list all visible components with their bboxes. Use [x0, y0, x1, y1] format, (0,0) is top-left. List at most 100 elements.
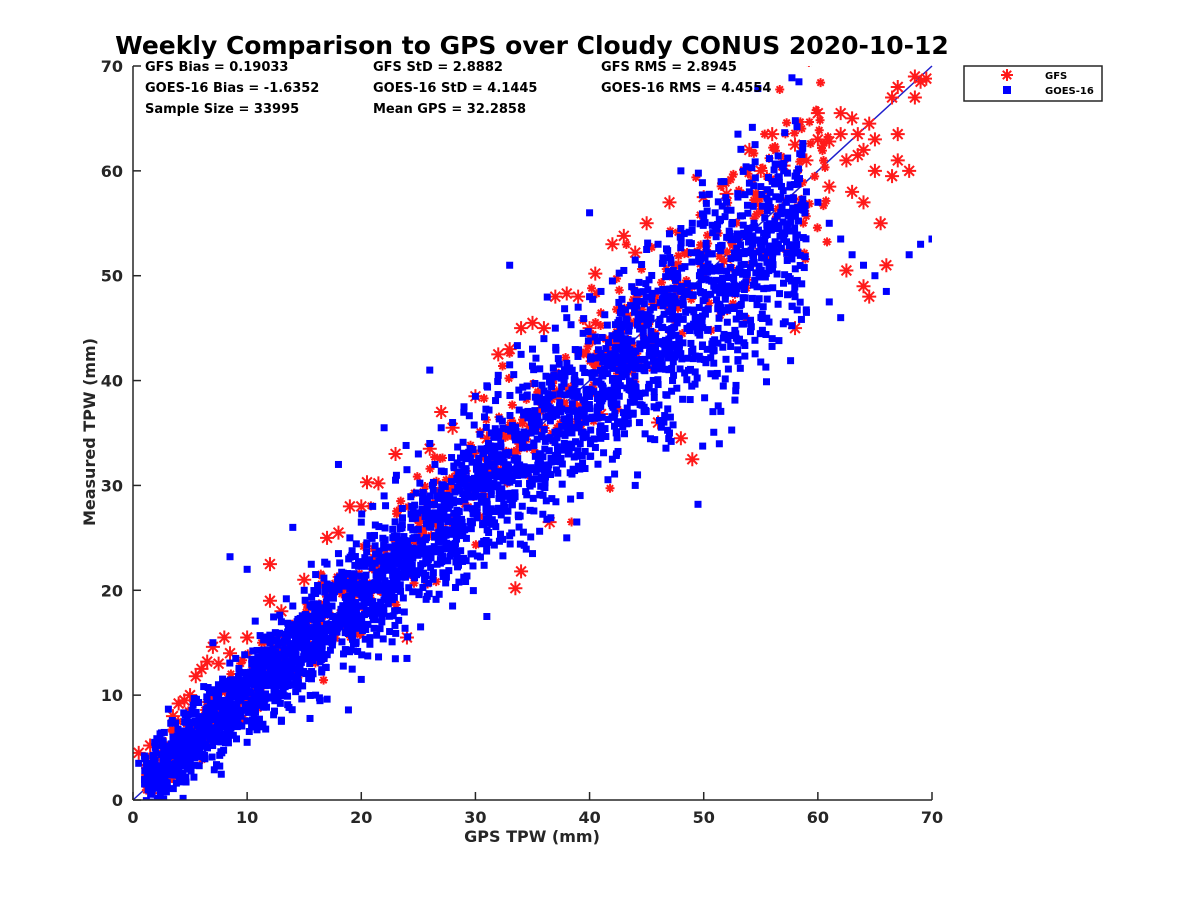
goes-cloud-point: [532, 354, 540, 362]
goes-cloud-point: [645, 276, 653, 284]
goes-cloud-point: [642, 293, 650, 301]
goes-cloud-point: [227, 723, 235, 731]
goes-cloud-point: [204, 684, 212, 692]
goes-cloud-point: [362, 571, 370, 579]
goes-cloud-point: [247, 668, 255, 676]
goes-cloud-point: [153, 735, 161, 743]
goes-cloud-point: [735, 312, 743, 320]
goes-cloud-point: [323, 593, 331, 601]
goes-cloud-point: [348, 665, 356, 673]
goes-cloud-point: [391, 518, 399, 526]
goes-cloud-point: [545, 393, 553, 401]
goes-cloud-point: [458, 532, 466, 540]
y-tick-label: 0: [112, 791, 123, 810]
goes-point: [158, 741, 166, 749]
goes-cloud-point: [768, 342, 776, 350]
goes-cloud-point: [673, 349, 681, 357]
goes-cloud-point: [693, 374, 701, 382]
goes-point: [665, 230, 673, 238]
goes-cloud-point: [799, 144, 807, 152]
goes-cloud-point: [678, 283, 686, 291]
goes-cloud-point: [620, 320, 628, 328]
goes-cloud-point: [771, 217, 779, 225]
goes-cloud-point: [741, 342, 749, 350]
goes-cloud-point: [615, 376, 623, 384]
goes-cloud-point: [451, 488, 459, 496]
goes-cloud-point: [449, 496, 457, 504]
goes-cloud-point: [388, 585, 396, 593]
goes-cloud-point: [640, 341, 648, 349]
gfs-cloud-point: [760, 129, 770, 139]
gfs-point: [205, 639, 220, 654]
goes-cloud-point: [556, 390, 564, 398]
goes-cloud-point: [504, 425, 512, 433]
goes-cloud-point: [510, 456, 518, 464]
goes-cloud-point: [339, 602, 347, 610]
gfs-point: [885, 169, 900, 184]
goes-cloud-point: [334, 617, 342, 625]
goes-cloud-point: [417, 623, 425, 631]
goes-cloud-point: [487, 429, 495, 437]
gfs-cloud-point: [396, 496, 406, 506]
goes-cloud-point: [711, 372, 719, 380]
goes-cloud-point: [772, 193, 780, 201]
goes-cloud-point: [490, 433, 498, 441]
goes-cloud-point: [535, 396, 543, 404]
goes-cloud-point: [433, 560, 441, 568]
goes-cloud-point: [572, 438, 580, 446]
goes-cloud-point: [341, 578, 349, 586]
goes-cloud-point: [253, 721, 261, 729]
goes-cloud-point: [409, 534, 417, 542]
goes-cloud-point: [157, 729, 165, 737]
goes-cloud-point: [442, 573, 450, 581]
goes-cloud-point: [466, 454, 474, 462]
goes-cloud-point: [490, 541, 498, 549]
goes-cloud-point: [165, 762, 173, 770]
goes-cloud-point: [745, 230, 753, 238]
goes-cloud-point: [586, 393, 594, 401]
goes-cloud-point: [151, 766, 159, 774]
goes-cloud-point: [345, 602, 353, 610]
gfs-cloud-point: [391, 600, 401, 610]
goes-cloud-point: [511, 493, 519, 501]
goes-cloud-point: [367, 608, 375, 616]
goes-point: [734, 130, 742, 138]
goes-cloud-point: [712, 276, 720, 284]
goes-point: [437, 424, 445, 432]
goes-cloud-point: [649, 357, 657, 365]
goes-cloud-point: [444, 544, 452, 552]
goes-cloud-point: [678, 264, 686, 272]
goes-cloud-point: [477, 498, 485, 506]
goes-cloud-point: [698, 210, 706, 218]
goes-cloud-point: [544, 403, 552, 411]
gfs-cloud-point: [795, 117, 805, 127]
goes-cloud-point: [455, 525, 463, 533]
goes-cloud-point: [710, 359, 718, 367]
gfs-cloud-point: [438, 453, 448, 463]
stat-text: Mean GPS = 32.2858: [373, 102, 526, 117]
goes-cloud-point: [151, 743, 159, 751]
goes-cloud-point: [793, 306, 801, 314]
goes-cloud-point: [425, 579, 433, 587]
goes-cloud-point: [759, 303, 767, 311]
goes-cloud-point: [686, 327, 694, 335]
goes-cloud-point: [320, 574, 328, 582]
goes-cloud-point: [221, 721, 229, 729]
goes-cloud-point: [493, 473, 501, 481]
goes-cloud-point: [466, 484, 474, 492]
goes-cloud-point: [698, 179, 706, 187]
goes-cloud-point: [728, 426, 736, 434]
goes-cloud-point: [568, 400, 576, 408]
goes-cloud-point: [664, 354, 672, 362]
goes-cloud-point: [699, 221, 707, 229]
gfs-point: [559, 286, 574, 301]
goes-cloud-point: [636, 288, 644, 296]
goes-cloud-point: [660, 418, 668, 426]
goes-cloud-point: [659, 257, 667, 265]
goes-cloud-point: [792, 234, 800, 242]
gfs-point: [165, 709, 180, 724]
goes-cloud-point: [683, 376, 691, 384]
gfs-point: [331, 525, 346, 540]
goes-cloud-point: [542, 372, 550, 380]
goes-cloud-point: [626, 346, 634, 354]
